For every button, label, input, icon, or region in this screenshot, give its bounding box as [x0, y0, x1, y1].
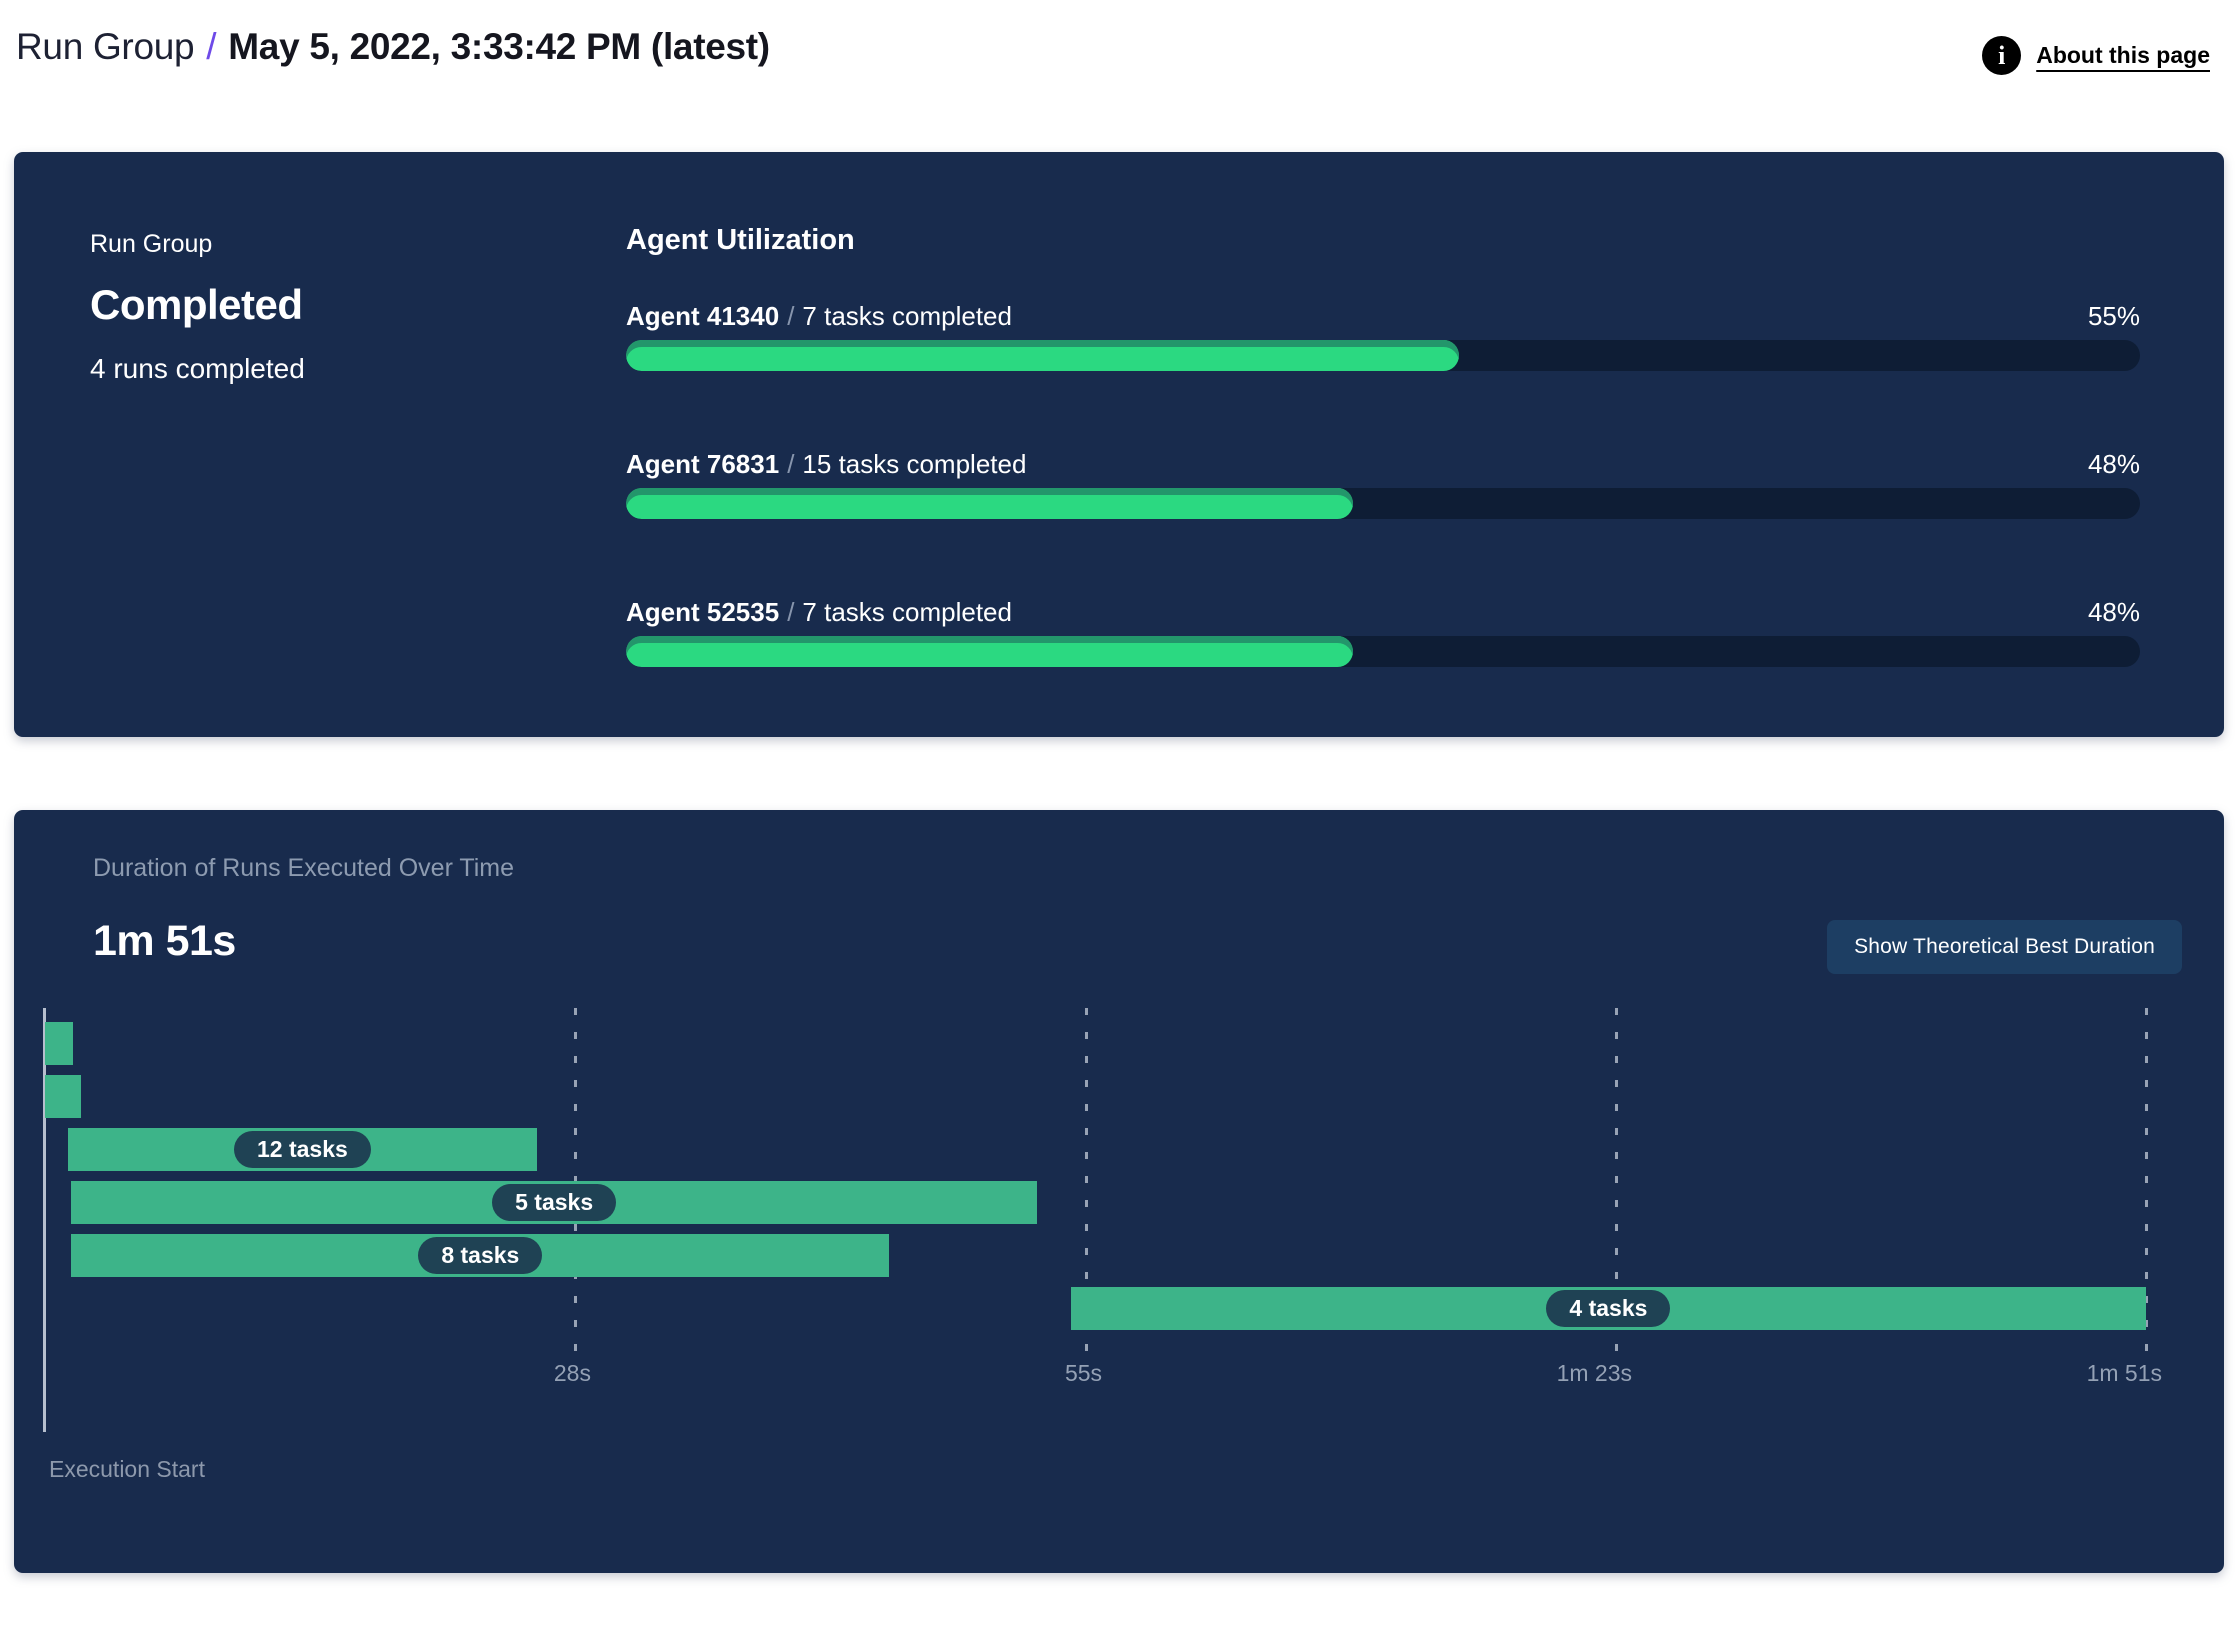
- gantt-run-bar[interactable]: 5 tasks: [71, 1181, 1037, 1224]
- gridline: [573, 1008, 577, 1352]
- gridline: [1615, 1008, 1619, 1352]
- gantt-run-bar[interactable]: 12 tasks: [67, 1128, 538, 1171]
- gantt-run-bar[interactable]: [45, 1022, 74, 1065]
- agent-utilization-percent: 55%: [2087, 301, 2140, 331]
- gantt-run-bar[interactable]: [45, 1075, 81, 1118]
- agent-row-header: Agent 76831/15 tasks completed 48%: [626, 449, 2140, 479]
- axis-tick-label: 55s: [1064, 1360, 1103, 1386]
- execution-start-label: Execution Start: [49, 1456, 205, 1482]
- about-this-page: i About this page: [1982, 36, 2210, 75]
- gantt-plot-area: 12 tasks 5 tasks 8 tasks 4 tasks: [43, 1008, 2148, 1432]
- agent-utilization-title: Agent Utilization: [626, 224, 855, 256]
- page-title: May 5, 2022, 3:33:42 PM (latest): [228, 26, 770, 67]
- agent-tasks-completed: 15 tasks completed: [802, 449, 1027, 479]
- status-value: Completed: [90, 281, 303, 328]
- task-count-pill: 5 tasks: [492, 1184, 617, 1221]
- agent-name: Agent 52535: [626, 597, 780, 627]
- agent-label: Agent 52535/7 tasks completed: [626, 597, 1012, 627]
- status-column: Run Group Completed 4 runs completed: [90, 230, 626, 737]
- agent-name: Agent 41340: [626, 301, 780, 331]
- utilization-progress-fill: [626, 340, 1459, 371]
- duration-chart-title: Duration of Runs Executed Over Time: [93, 854, 515, 882]
- breadcrumb: Run Group / May 5, 2022, 3:33:42 PM (lates…: [16, 26, 770, 68]
- axis-tick-label: 1m 23s: [1556, 1360, 1633, 1386]
- agent-tasks-completed: 7 tasks completed: [802, 301, 1012, 331]
- run-group-status-panel: Run Group Completed 4 runs completed Age…: [14, 152, 2224, 737]
- utilization-progress-fill: [626, 636, 1353, 667]
- axis-tick-label: 28s: [553, 1360, 591, 1386]
- agent-row: Agent 52535/7 tasks completed 48%: [626, 597, 2140, 667]
- agent-name: Agent 76831: [626, 449, 780, 479]
- about-this-page-link[interactable]: About this page: [2036, 42, 2210, 68]
- agent-utilization-section: Agent Utilization Agent 41340/7 tasks co…: [626, 224, 2140, 737]
- agent-separator: /: [787, 449, 795, 479]
- total-duration-value: 1m 51s: [93, 917, 236, 965]
- agent-label: Agent 41340/7 tasks completed: [626, 301, 1012, 331]
- agent-utilization-percent: 48%: [2087, 449, 2140, 479]
- agent-separator: /: [787, 301, 795, 331]
- utilization-progress-fill: [626, 488, 1353, 519]
- agent-row-header: Agent 41340/7 tasks completed 55%: [626, 301, 2140, 331]
- status-eyebrow: Run Group: [90, 230, 213, 258]
- agent-tasks-completed: 7 tasks completed: [802, 597, 1012, 627]
- execution-start-axis-line: [43, 1008, 46, 1432]
- gridline: [1085, 1008, 1089, 1352]
- agent-separator: /: [787, 597, 795, 627]
- agent-row-header: Agent 52535/7 tasks completed 48%: [626, 597, 2140, 627]
- breadcrumb-separator: /: [206, 26, 217, 67]
- task-count-pill: 12 tasks: [234, 1131, 371, 1168]
- gantt-run-bar[interactable]: 4 tasks: [1070, 1287, 2146, 1330]
- agent-row: Agent 41340/7 tasks completed 55%: [626, 301, 2140, 371]
- agent-label: Agent 76831/15 tasks completed: [626, 449, 1026, 479]
- utilization-progress-track: [626, 636, 2140, 667]
- info-icon[interactable]: i: [1982, 36, 2022, 75]
- time-axis: 28s 55s 1m 23s 1m 51s: [45, 1360, 2162, 1394]
- utilization-progress-track: [626, 488, 2140, 519]
- utilization-progress-track: [626, 340, 2140, 371]
- task-count-pill: 8 tasks: [418, 1237, 543, 1274]
- gridline: [2145, 1008, 2148, 1352]
- show-theoretical-best-duration-button[interactable]: Show Theoretical Best Duration: [1827, 920, 2182, 974]
- gantt-run-bar[interactable]: 8 tasks: [71, 1234, 890, 1277]
- agent-row: Agent 76831/15 tasks completed 48%: [626, 449, 2140, 519]
- duration-chart-panel: Duration of Runs Executed Over Time 1m 5…: [14, 810, 2224, 1573]
- axis-tick-label: 1m 51s: [2086, 1360, 2162, 1386]
- task-count-pill: 4 tasks: [1546, 1290, 1671, 1327]
- breadcrumb-run-group[interactable]: Run Group: [16, 26, 195, 67]
- page-header: Run Group / May 5, 2022, 3:33:42 PM (lates…: [0, 0, 2240, 86]
- runs-completed-summary: 4 runs completed: [90, 353, 305, 384]
- agent-utilization-percent: 48%: [2087, 597, 2140, 627]
- gantt-chart: 12 tasks 5 tasks 8 tasks 4 tasks 28s 55s 1m 2…: [43, 1008, 2162, 1482]
